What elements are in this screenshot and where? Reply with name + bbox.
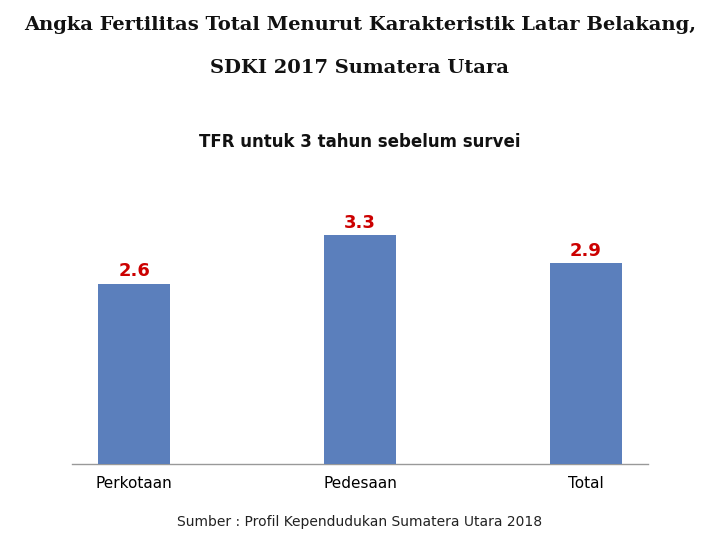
Text: TFR untuk 3 tahun sebelum survei: TFR untuk 3 tahun sebelum survei [199,133,521,151]
Bar [549,263,622,464]
Text: Sumber : Profil Kependudukan Sumatera Utara 2018: Sumber : Profil Kependudukan Sumatera Ut… [177,515,543,529]
Text: Angka Fertilitas Total Menurut Karakteristik Latar Belakang,: Angka Fertilitas Total Menurut Karakteri… [24,16,696,34]
Bar [98,284,171,464]
Bar [324,235,396,464]
Text: SDKI 2017 Sumatera Utara: SDKI 2017 Sumatera Utara [210,59,510,77]
Text: 3.3: 3.3 [344,214,376,232]
Text: 2.9: 2.9 [570,241,602,260]
Text: 2.6: 2.6 [118,262,150,280]
